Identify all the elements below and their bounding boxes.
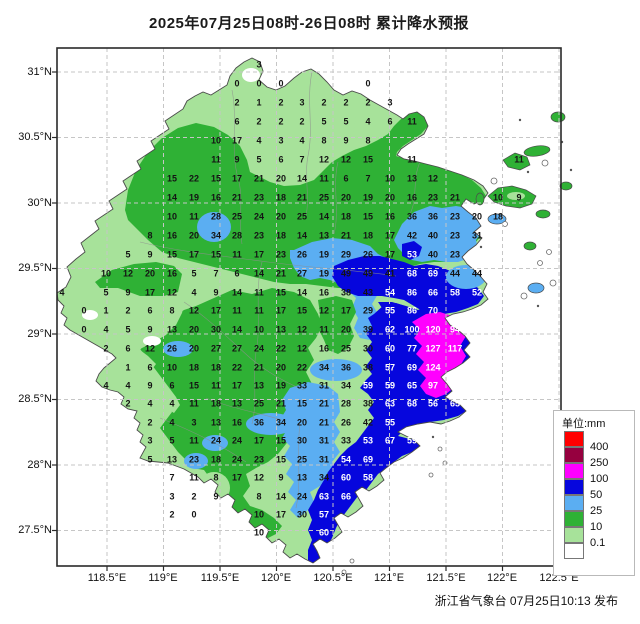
- lat-axis-label: 27.5°N: [18, 524, 52, 536]
- islet: [490, 177, 498, 185]
- lat-axis-label: 30.5°N: [18, 131, 52, 143]
- lon-axis-label: 120°E: [260, 572, 292, 584]
- lat-axis-label: 28.5°N: [18, 393, 52, 405]
- lon-axis-label: 121.5°E: [426, 572, 466, 584]
- island: [475, 192, 485, 206]
- legend-swatch: [564, 543, 584, 559]
- island-inner: [507, 192, 525, 200]
- legend-threshold-label: 25: [590, 505, 603, 517]
- legend-swatch: [564, 511, 584, 527]
- lon-axis-label: 118.5°E: [87, 572, 127, 584]
- islet: [546, 249, 552, 255]
- south-central-blue-column: [280, 382, 340, 518]
- legend-threshold-label: 250: [590, 457, 609, 469]
- lon-axis-label: 122°E: [486, 572, 518, 584]
- island: [559, 181, 573, 191]
- county-borders: [139, 71, 421, 509]
- lat-axis-label: 30°N: [27, 197, 52, 209]
- rain-patch-25mm: [197, 212, 231, 242]
- lon-axis-label: 121°E: [373, 572, 405, 584]
- island: [502, 152, 531, 171]
- legend-swatch: [564, 447, 584, 463]
- rain-patch-25mm: [310, 359, 362, 381]
- island: [535, 209, 551, 219]
- page-title: 2025年07月25日08时-26日08时 累计降水预报: [149, 15, 469, 32]
- islet: [502, 221, 508, 227]
- island: [523, 241, 537, 251]
- rain-patch-25mm: [184, 453, 208, 469]
- legend-swatch: [564, 431, 584, 447]
- legend-threshold-label: 400: [590, 441, 609, 453]
- islet-dot: [479, 245, 483, 249]
- island: [527, 282, 545, 294]
- north-light-wedge: [244, 92, 356, 178]
- islet-dot: [569, 168, 573, 172]
- southwest-light-patch: [198, 472, 230, 504]
- legend-threshold-label: 0.1: [590, 537, 606, 549]
- islet: [541, 159, 549, 167]
- publisher-credit: 浙江省气象台 07月25日10:13 发布: [434, 594, 618, 608]
- legend-swatch: [564, 527, 584, 543]
- province-outline: [56, 57, 489, 564]
- legend-swatch: [564, 463, 584, 479]
- islet-dot: [526, 170, 530, 174]
- dry-white-patch: [242, 68, 260, 82]
- islet-dot: [536, 304, 540, 308]
- graticule: [57, 48, 561, 566]
- legend-swatch: [564, 495, 584, 511]
- island: [523, 145, 551, 157]
- lon-axis-label: 119°E: [148, 572, 178, 584]
- lat-axis-label: 29.5°N: [18, 262, 52, 274]
- rain-patch-25mm: [163, 341, 193, 357]
- lon-axis-label: 120.5°E: [313, 572, 353, 584]
- islet: [537, 260, 543, 266]
- island: [550, 111, 566, 123]
- legend-threshold-label: 50: [590, 489, 603, 501]
- deep-blue-finger: [402, 241, 422, 260]
- lat-axis-label: 29°N: [27, 328, 52, 340]
- islet: [549, 279, 557, 287]
- islet-dot: [431, 435, 435, 439]
- plot-frame: [56, 47, 562, 567]
- dry-white-patch: [143, 336, 161, 346]
- legend-unit-label: 单位:mm: [562, 418, 606, 430]
- islet-dot: [518, 118, 522, 122]
- islet: [341, 569, 347, 575]
- islet: [349, 558, 355, 564]
- province-fill-layers: [57, 58, 488, 563]
- legend-threshold-label: 100: [590, 473, 609, 485]
- center-east-green-patch: [318, 296, 356, 354]
- islet: [520, 292, 528, 300]
- legend: 单位:mm 400 250 100 50 25 10 0.1: [553, 410, 635, 576]
- lat-axis-label: 31°N: [27, 66, 52, 78]
- legend-threshold-label: 10: [590, 521, 603, 533]
- island: [487, 213, 507, 225]
- lat-axis-label: 28°N: [27, 459, 52, 471]
- lon-axis-label: 119.5°E: [200, 572, 240, 584]
- islet: [428, 472, 434, 478]
- west-green-finger: [95, 262, 182, 296]
- islet: [437, 446, 443, 452]
- legend-swatch: [564, 479, 584, 495]
- dry-white-patch: [82, 310, 98, 320]
